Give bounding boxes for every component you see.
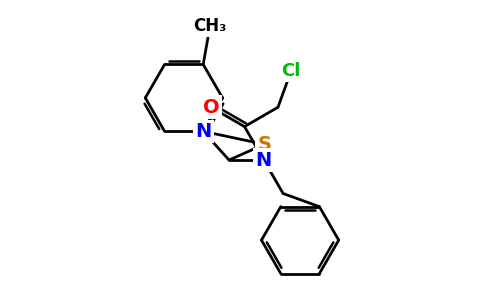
- Text: Cl: Cl: [282, 62, 301, 80]
- Text: S: S: [257, 135, 272, 154]
- Text: N: N: [195, 122, 212, 141]
- Text: CH₃: CH₃: [193, 17, 227, 35]
- Text: N: N: [256, 151, 272, 169]
- Text: O: O: [203, 98, 219, 117]
